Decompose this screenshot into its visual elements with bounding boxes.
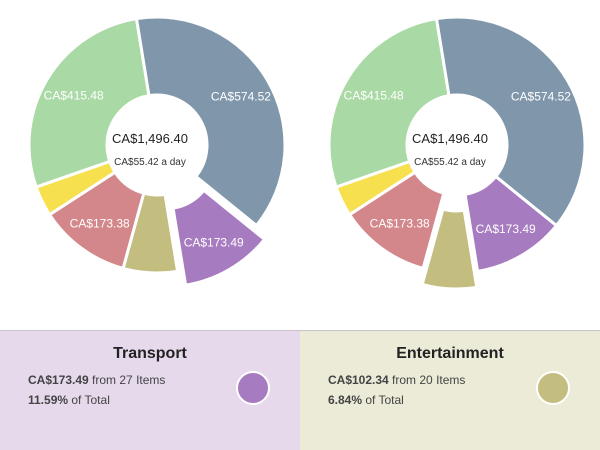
panel-amount: CA$102.34 (328, 373, 389, 387)
donut-slice-segment-4[interactable] (27, 17, 151, 189)
slice-value-label: CA$173.49 (184, 236, 244, 250)
panel-percent-line: 6.84% of Total (328, 393, 404, 407)
center-total-right: CA$1,496.40 (412, 131, 488, 146)
donut-slice-transport[interactable] (463, 174, 558, 273)
panel-percent-text: of Total (362, 393, 404, 407)
category-panel-transport[interactable]: Transport CA$173.49 from 27 Items 11.59%… (0, 330, 300, 450)
donut-charts: CA$173.49 CA$173.38 CA$415.48 CA$574.52 CA$… (0, 0, 600, 300)
donut-chart-left: CA$173.49 CA$173.38 CA$415.48 CA$574.52 CA$… (0, 0, 300, 300)
panel-items-text: from 20 Items (388, 373, 466, 387)
panel-amount-line: CA$102.34 from 20 Items (328, 373, 465, 387)
panel-percent-line: 11.59% of Total (28, 393, 110, 407)
donut-slice-segment-4[interactable] (327, 17, 451, 189)
panel-percent: 6.84% (328, 393, 363, 407)
slice-value-label: CA$173.49 (476, 222, 536, 236)
panel-title: Entertainment (396, 345, 504, 362)
donut-center-hole (408, 96, 506, 194)
slice-value-label: CA$173.38 (370, 216, 430, 230)
donut-chart-right-svg: CA$173.49 CA$173.38 CA$415.48 CA$574.52 (327, 15, 587, 291)
panel-title: Transport (113, 345, 187, 362)
center-daily-right: CA$55.42 a day (414, 157, 486, 168)
category-panel-entertainment[interactable]: Entertainment CA$102.34 from 20 Items 6.… (300, 330, 600, 450)
slice-value-label: CA$574.52 (511, 89, 571, 103)
donut-center-hole (108, 96, 206, 194)
category-color-dot (536, 371, 570, 405)
slice-value-label: CA$415.48 (344, 88, 404, 102)
panel-percent: 11.59% (28, 393, 69, 407)
slice-value-label: CA$574.52 (211, 89, 271, 103)
panel-amount-line: CA$173.49 from 27 Items (28, 373, 165, 387)
donut-chart-left-svg: CA$173.49 CA$173.38 CA$415.48 CA$574.52 (27, 15, 287, 287)
donut-chart-right: CA$173.49 CA$173.38 CA$415.48 CA$574.52 CA$… (300, 0, 600, 300)
center-daily-left: CA$55.42 a day (114, 157, 186, 168)
donut-slice-transport[interactable] (171, 188, 267, 287)
donut-slice-segment-5[interactable] (434, 15, 587, 228)
donut-slice-segment-5[interactable] (134, 15, 287, 228)
donut-slice-entertainment[interactable] (420, 207, 479, 291)
panel-items-text: from 27 Items (88, 373, 166, 387)
slice-value-label: CA$415.48 (44, 88, 104, 102)
center-total-left: CA$1,496.40 (112, 131, 188, 146)
panel-percent-text: of Total (68, 393, 110, 407)
slice-value-label: CA$173.38 (70, 216, 130, 230)
category-color-dot (236, 371, 270, 405)
panel-amount: CA$173.49 (28, 373, 89, 387)
